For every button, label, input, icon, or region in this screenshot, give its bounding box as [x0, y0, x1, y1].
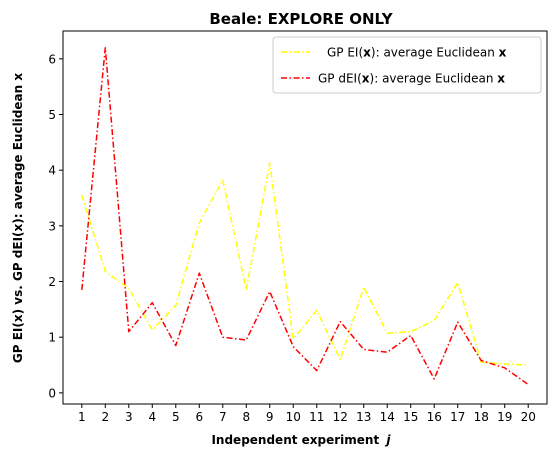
x-tick-label: 17 — [450, 410, 465, 424]
x-axis-label-text: Independent experiment — [211, 433, 379, 447]
legend-ei-prefix: GP EI( — [327, 46, 363, 60]
y-tick-label: 5 — [48, 108, 56, 122]
x-tick-label: 13 — [356, 410, 371, 424]
legend-box — [272, 36, 542, 94]
x-tick-label: 6 — [195, 410, 203, 424]
legend: GP EI(x): average Euclidean x GP dEI(x):… — [272, 36, 542, 94]
x-tick-label: 8 — [242, 410, 250, 424]
x-axis-label: Independent experiment j — [211, 433, 391, 447]
plot-area-frame — [62, 30, 548, 405]
y-tick-label: 2 — [48, 275, 56, 289]
x-tick-label: 18 — [474, 410, 489, 424]
series-line-gp-dei — [81, 46, 529, 386]
x-tick-label: 2 — [101, 410, 109, 424]
x-tick-label: 4 — [148, 410, 156, 424]
legend-dei-prefix: GP dEI( — [318, 72, 362, 86]
y-axis-label: GP EI(x) vs. GP dEI(x): average Euclidea… — [11, 73, 25, 363]
legend-label-ei: GP EI(x): average Euclidean x — [327, 46, 507, 60]
x-tick-label: 11 — [309, 410, 324, 424]
x-tick-label: 12 — [333, 410, 348, 424]
x-tick-label: 9 — [266, 410, 274, 424]
legend-label-dei: GP dEI(x): average Euclidean x — [318, 72, 505, 86]
y-tick-label: 1 — [48, 331, 56, 345]
chart-title: Beale: EXPLORE ONLY — [209, 10, 393, 28]
y-axis-ticks: 0 1 2 3 4 5 6 — [48, 52, 63, 400]
legend-ei-suffix: x — [499, 46, 507, 60]
x-tick-label: 5 — [172, 410, 180, 424]
series-lines — [81, 46, 529, 386]
legend-dei-middle: ): average Euclidean — [370, 72, 498, 86]
x-tick-label: 19 — [497, 410, 512, 424]
y-tick-label: 6 — [48, 52, 56, 66]
x-tick-label: 16 — [427, 410, 442, 424]
x-tick-label: 7 — [219, 410, 227, 424]
x-axis-ticks: 1 2 3 4 5 6 7 8 9 10 11 12 13 14 15 16 17 18 19 20 — [78, 404, 536, 424]
legend-ei-bold: x — [363, 46, 371, 60]
x-tick-label: 15 — [403, 410, 418, 424]
x-tick-label: 10 — [286, 410, 301, 424]
x-tick-label: 3 — [125, 410, 133, 424]
x-axis-label-var: j — [384, 433, 391, 447]
y-tick-label: 0 — [48, 386, 56, 400]
x-tick-label: 14 — [380, 410, 395, 424]
legend-dei-bold: x — [362, 72, 370, 86]
x-tick-label: 1 — [78, 410, 86, 424]
legend-ei-middle: ): average Euclidean — [371, 46, 499, 60]
y-tick-label: 3 — [48, 219, 56, 233]
legend-dei-suffix: x — [497, 72, 505, 86]
series-line-gp-ei — [81, 162, 529, 366]
x-tick-label: 20 — [521, 410, 536, 424]
y-tick-label: 4 — [48, 164, 56, 178]
